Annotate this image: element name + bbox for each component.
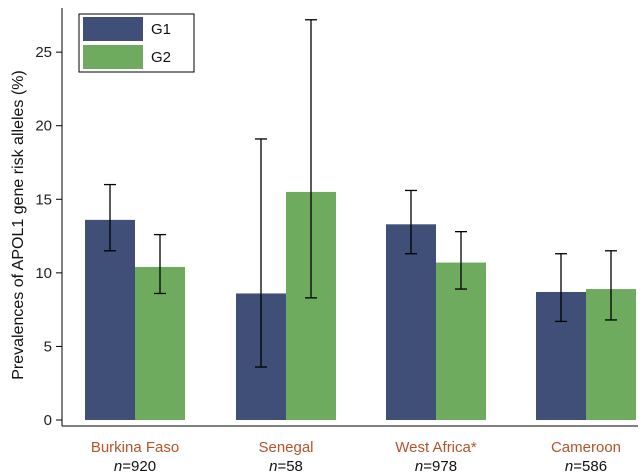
y-tick-label: 20 — [35, 118, 52, 135]
category-label: Burkina Faso — [91, 439, 179, 456]
y-tick-label: 10 — [35, 265, 52, 282]
sample-size-prefix: n — [565, 458, 573, 475]
sample-size-prefix: n — [114, 458, 122, 475]
error-bars — [104, 19, 617, 368]
sample-size-label: n=586 — [565, 458, 607, 475]
sample-size-label: n=58 — [269, 458, 303, 475]
y-ticks: 0 5 10 15 20 25 — [35, 44, 62, 429]
legend-swatch-g1 — [83, 17, 143, 41]
sample-size-prefix: n — [415, 458, 423, 475]
sample-size-value: =978 — [423, 458, 457, 475]
category-label: Senegal — [258, 439, 313, 456]
y-tick-label: 15 — [35, 191, 52, 208]
sample-size-value: =586 — [573, 458, 607, 475]
bar-g1-2 — [386, 224, 436, 420]
axes — [61, 8, 638, 427]
sample-size-value: =58 — [277, 458, 302, 475]
sample-size-value: =920 — [122, 458, 156, 475]
y-tick-label: 25 — [35, 44, 52, 61]
legend-swatch-g2 — [83, 45, 143, 69]
category-label: West Africa* — [395, 439, 477, 456]
bar-g1-0 — [85, 219, 135, 420]
y-tick-label: 5 — [44, 338, 52, 355]
y-tick-label: 0 — [44, 412, 52, 429]
legend: G1 G2 — [78, 13, 195, 73]
legend-label-g1: G1 — [151, 21, 171, 38]
y-axis-label: Prevalences of APOL1 gene risk alleles (… — [10, 70, 27, 379]
sample-size-prefix: n — [269, 458, 277, 475]
bars — [85, 191, 636, 420]
sample-size-label: n=920 — [114, 458, 156, 475]
legend-label-g2: G2 — [151, 49, 171, 66]
category-label: Cameroon — [551, 439, 621, 456]
sample-size-label: n=978 — [415, 458, 457, 475]
